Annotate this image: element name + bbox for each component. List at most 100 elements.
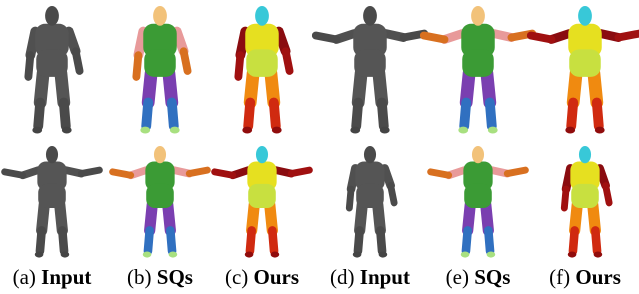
torso: [248, 184, 276, 208]
foot: [350, 127, 360, 134]
foot: [35, 252, 44, 258]
torso: [569, 49, 601, 77]
foot: [143, 252, 152, 258]
human-model: [531, 6, 639, 134]
caption-name: SQs: [157, 265, 193, 289]
limb: [28, 55, 30, 77]
limb: [573, 230, 575, 251]
limb: [464, 102, 466, 126]
human-model: [431, 146, 526, 258]
foot: [458, 127, 468, 134]
limb: [564, 189, 566, 208]
foot: [169, 252, 178, 258]
limb: [382, 102, 384, 126]
limb: [136, 55, 138, 77]
limb: [148, 230, 150, 251]
foot: [487, 252, 496, 258]
head: [45, 6, 59, 26]
human-model: [424, 6, 532, 134]
limb: [466, 230, 468, 251]
foot: [379, 252, 388, 258]
caption-label: (f): [549, 265, 570, 289]
human-model: [564, 146, 609, 258]
human-model: [136, 6, 187, 134]
foot: [568, 252, 577, 258]
foot: [380, 127, 390, 134]
foot: [272, 127, 282, 134]
foot: [61, 252, 70, 258]
human-model: [5, 146, 100, 258]
limb: [571, 102, 573, 126]
limb: [488, 230, 490, 251]
human-model: [113, 146, 208, 258]
limb: [170, 230, 172, 251]
caption-name: Ours: [575, 265, 621, 289]
caption-name: Input: [41, 265, 91, 289]
limb: [62, 230, 64, 251]
caption: (e) SQs: [446, 265, 511, 289]
caption: (a) Input: [13, 265, 92, 289]
head: [255, 6, 269, 26]
limb: [356, 102, 358, 126]
head: [471, 6, 485, 26]
caption: (d) Input: [330, 265, 410, 289]
foot: [595, 127, 605, 134]
limb: [531, 36, 552, 40]
torso: [36, 49, 68, 77]
limb: [215, 172, 233, 175]
caption-label: (b): [127, 265, 152, 289]
limb: [597, 102, 599, 126]
head: [472, 146, 484, 163]
limb: [286, 51, 290, 71]
limb: [81, 170, 99, 173]
limb: [380, 230, 382, 251]
foot: [140, 127, 150, 134]
caption-name: SQs: [474, 265, 510, 289]
limb: [618, 34, 639, 38]
limb: [490, 102, 492, 126]
foot: [565, 127, 575, 134]
limb: [184, 51, 188, 71]
torso: [144, 49, 176, 77]
foot: [271, 252, 280, 258]
figure: (a) Input (b) SQs (c) Ours (d) Input (e) SQs…: [0, 0, 639, 294]
torso: [356, 184, 384, 208]
caption: (c) Ours: [225, 265, 299, 289]
limb: [64, 102, 66, 126]
head: [153, 6, 167, 26]
torso: [464, 184, 492, 208]
limb: [250, 230, 252, 251]
limb: [274, 102, 276, 126]
limb: [595, 230, 597, 251]
caption-label: (a): [13, 265, 36, 289]
caption-label: (d): [330, 265, 355, 289]
foot: [32, 127, 42, 134]
caption: (b) SQs: [127, 265, 193, 289]
human-model: [349, 146, 394, 258]
limb: [189, 170, 207, 173]
head: [154, 146, 166, 163]
torso: [354, 49, 386, 77]
torso: [462, 49, 494, 77]
limb: [172, 102, 174, 126]
head: [363, 6, 377, 26]
head: [578, 6, 592, 26]
foot: [353, 252, 362, 258]
limb: [238, 55, 240, 77]
limb: [391, 186, 394, 203]
torso: [146, 184, 174, 208]
human-model: [316, 6, 424, 134]
caption-label: (c): [225, 265, 248, 289]
limb: [606, 186, 609, 203]
human-model: [215, 146, 310, 258]
caption: (f) Ours: [549, 265, 621, 289]
page: (a) Input (b) SQs (c) Ours (d) Input (e) SQs…: [0, 0, 639, 294]
foot: [242, 127, 252, 134]
foot: [594, 252, 603, 258]
limb: [272, 230, 274, 251]
limb: [76, 51, 80, 71]
torso: [38, 184, 66, 208]
head: [364, 146, 376, 163]
human-model: [28, 6, 79, 134]
limb: [113, 172, 131, 175]
